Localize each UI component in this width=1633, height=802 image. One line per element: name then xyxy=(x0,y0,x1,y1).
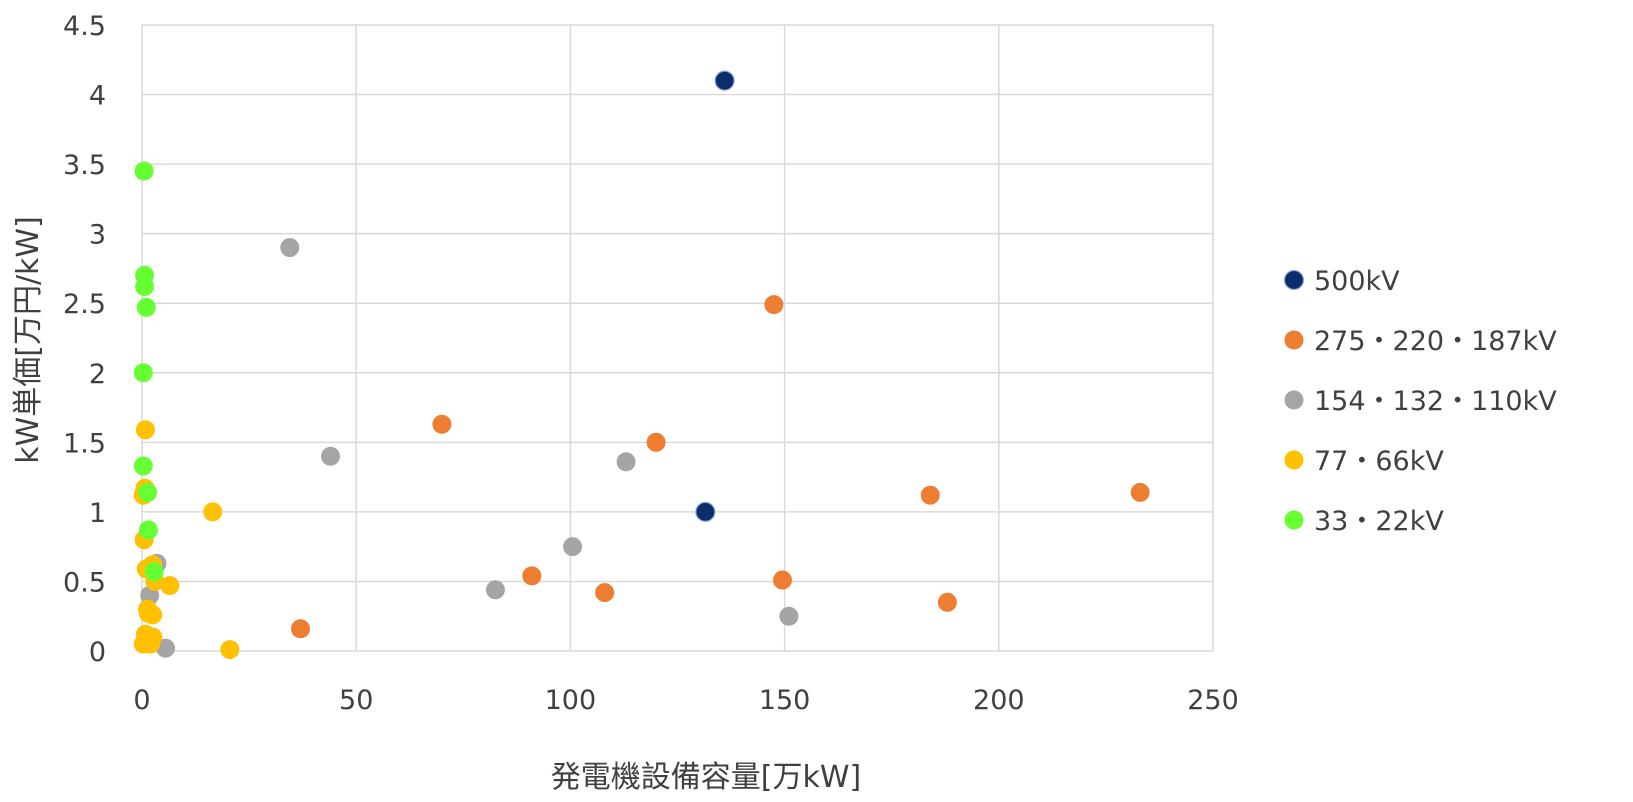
data-point-77-66kV xyxy=(141,634,161,654)
data-point-275-220-187kV xyxy=(764,295,784,315)
data-point-33-22kV xyxy=(136,297,156,317)
data-point-77-66kV xyxy=(203,502,223,522)
data-point-154-132-110kV xyxy=(563,537,583,557)
data-point-154-132-110kV xyxy=(779,606,799,626)
y-tick-label: 1 xyxy=(89,498,106,529)
x-axis-title: 発電機設備容量[万kW] xyxy=(551,760,861,795)
x-tick-label: 100 xyxy=(545,685,597,716)
data-point-275-220-187kV xyxy=(1130,482,1150,502)
legend: 500kV 275・220・187kV 154・132・110kV 77・66kV 33… xyxy=(1283,266,1557,537)
y-tick-label: 4 xyxy=(89,81,106,112)
y-tick-label: 0 xyxy=(89,637,106,668)
x-tick-label: 200 xyxy=(973,685,1025,716)
data-point-33-22kV xyxy=(133,363,153,383)
legend-marker xyxy=(1284,510,1304,530)
data-point-154-132-110kV xyxy=(156,638,176,658)
data-point-500kV xyxy=(714,70,735,91)
legend-label: 33・22kV xyxy=(1314,506,1444,537)
y-tick-label: 1.5 xyxy=(63,428,106,459)
x-tick-label: 0 xyxy=(133,685,150,716)
data-point-77-66kV xyxy=(220,640,240,660)
data-point-77-66kV xyxy=(143,605,163,625)
legend-label: 154・132・110kV xyxy=(1314,386,1557,417)
y-tick-label: 3.5 xyxy=(63,150,106,181)
data-point-275-220-187kV xyxy=(772,570,792,590)
data-point-275-220-187kV xyxy=(432,414,452,434)
legend-marker xyxy=(1284,390,1304,410)
y-axis-title: kW単価[万円/kW] xyxy=(11,216,46,464)
x-tick-label: 150 xyxy=(759,685,811,716)
legend-marker xyxy=(1284,330,1304,350)
data-point-275-220-187kV xyxy=(522,566,542,586)
x-tick-label: 50 xyxy=(339,685,373,716)
data-point-33-22kV xyxy=(138,482,158,502)
y-tick-label: 2 xyxy=(89,359,106,390)
legend-label: 275・220・187kV xyxy=(1314,326,1557,357)
data-point-154-132-110kV xyxy=(280,238,300,258)
y-tick-label: 2.5 xyxy=(63,289,106,320)
data-point-154-132-110kV xyxy=(320,446,340,466)
data-point-154-132-110kV xyxy=(485,580,505,600)
data-point-275-220-187kV xyxy=(595,583,615,603)
data-point-154-132-110kV xyxy=(616,452,636,472)
data-point-77-66kV xyxy=(160,576,180,596)
data-point-275-220-187kV xyxy=(291,619,311,639)
legend-label: 500kV xyxy=(1314,266,1400,297)
y-tick-label: 4.5 xyxy=(63,11,106,42)
data-point-33-22kV xyxy=(135,277,155,297)
data-point-77-66kV xyxy=(135,420,155,440)
y-tick-label: 3 xyxy=(89,220,106,251)
legend-marker xyxy=(1283,269,1305,291)
data-point-33-22kV xyxy=(138,520,158,540)
data-point-500kV xyxy=(695,501,716,522)
data-point-275-220-187kV xyxy=(646,432,666,452)
legend-label: 77・66kV xyxy=(1314,446,1444,477)
legend-marker xyxy=(1284,450,1304,470)
data-points xyxy=(133,70,1150,660)
data-point-33-22kV xyxy=(134,161,154,181)
data-point-33-22kV xyxy=(133,456,153,476)
tick-labels: 0 0.5 1 1.5 2 2.5 3 3.5 4 4.5 0 50 100 150 200 250 xyxy=(63,11,1239,716)
data-point-275-220-187kV xyxy=(920,485,940,505)
data-point-33-22kV xyxy=(144,562,164,582)
y-tick-label: 0.5 xyxy=(63,567,106,598)
gridlines xyxy=(141,24,1214,652)
x-tick-label: 250 xyxy=(1187,685,1239,716)
data-point-275-220-187kV xyxy=(937,592,957,612)
